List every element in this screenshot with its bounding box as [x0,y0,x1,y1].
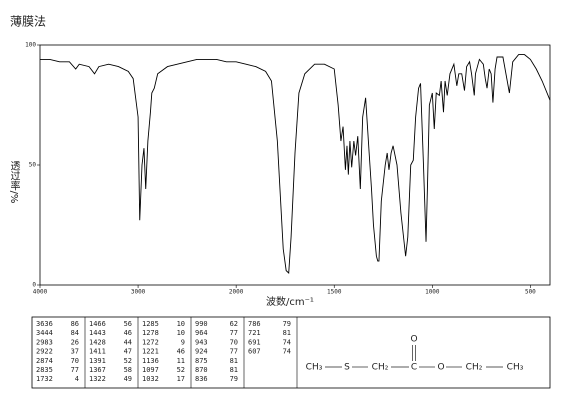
atom: CH₂ [466,363,483,373]
wavenumber: 1285 [142,320,159,328]
atom: CH₃ [306,363,323,373]
wavenumber: 1032 [142,375,159,383]
transmittance: 86 [71,320,79,328]
x-tick-label: 4000 [33,289,48,296]
transmittance: 49 [124,375,132,383]
y-tick-label: 100 [25,42,36,49]
wavenumber: 943 [195,338,208,346]
wavenumber: 1367 [89,366,106,374]
transmittance: 17 [177,375,185,383]
wavenumber: 1732 [36,375,53,383]
x-tick-label: 2000 [229,289,244,296]
peak-table: 3636 86 3444 84 2983 26 2922 37 2874 70 2835 77 1732… [36,317,298,388]
transmittance: 47 [124,348,132,356]
spectrum-line [40,54,551,274]
wavenumber: 1136 [142,357,159,365]
y-tick-label: 0 [32,282,36,289]
transmittance: 84 [71,329,79,337]
y-tick-label: 50 [29,162,37,169]
table-frame [31,316,551,389]
wavenumber: 1272 [142,338,159,346]
atom: CH₃ [507,363,524,373]
atom: C [411,363,417,373]
transmittance: 74 [283,348,291,356]
wavenumber: 1428 [89,338,106,346]
transmittance: 70 [71,357,79,365]
transmittance: 4 [75,375,79,383]
wavenumber: 2874 [36,357,53,365]
wavenumber: 836 [195,375,208,383]
wavenumber: 607 [248,348,261,356]
wavenumber: 1391 [89,357,106,365]
transmittance: 37 [71,348,79,356]
y-axis-label: 透过率/% [8,160,20,203]
x-tick-label: 1000 [425,289,440,296]
transmittance: 10 [177,329,185,337]
transmittance: 77 [230,329,238,337]
transmittance: 79 [283,320,291,328]
x-tick-label: 3000 [131,289,146,296]
wavenumber: 1322 [89,375,106,383]
x-axis-label: 波数/cm⁻¹ [266,295,314,308]
transmittance: 74 [283,338,291,346]
wavenumber: 3444 [36,329,53,337]
wavenumber: 1097 [142,366,159,374]
wavenumber: 1278 [142,329,159,337]
transmittance: 46 [177,348,185,356]
wavenumber: 1221 [142,348,159,356]
transmittance: 46 [124,329,132,337]
wavenumber: 2922 [36,348,53,356]
transmittance: 56 [124,320,132,328]
transmittance: 79 [230,375,238,383]
transmittance: 81 [283,329,291,337]
wavenumber: 2835 [36,366,53,374]
x-tick-label: 1500 [327,289,342,296]
wavenumber: 721 [248,329,261,337]
wavenumber: 1466 [89,320,106,328]
wavenumber: 786 [248,320,261,328]
transmittance: 62 [230,320,238,328]
transmittance: 58 [124,366,132,374]
wavenumber: 875 [195,357,208,365]
wavenumber: 1411 [89,348,106,356]
wavenumber: 3636 [36,320,53,328]
transmittance: 10 [177,320,185,328]
wavenumber: 870 [195,366,208,374]
transmittance: 81 [230,357,238,365]
x-tick-label: 500 [525,289,536,296]
plot-frame [39,44,551,286]
transmittance: 77 [230,348,238,356]
transmittance: 26 [71,338,79,346]
page-title: 薄膜法 [10,14,46,29]
wavenumber: 1443 [89,329,106,337]
wavenumber: 990 [195,320,208,328]
wavenumber: 2983 [36,338,53,346]
transmittance: 81 [230,366,238,374]
atom: O [410,335,417,345]
atom: CH₂ [372,363,389,373]
transmittance: 70 [230,338,238,346]
wavenumber: 924 [195,348,208,356]
transmittance: 9 [181,338,185,346]
transmittance: 44 [124,338,132,346]
transmittance: 77 [71,366,79,374]
atom: S [344,363,350,373]
transmittance: 52 [177,366,185,374]
wavenumber: 691 [248,338,261,346]
structure: CH₃ S CH₂ C O O CH₂ CH₃ [306,335,524,373]
atom: O [437,363,444,373]
transmittance: 11 [177,357,185,365]
transmittance: 52 [124,357,132,365]
wavenumber: 964 [195,329,208,337]
